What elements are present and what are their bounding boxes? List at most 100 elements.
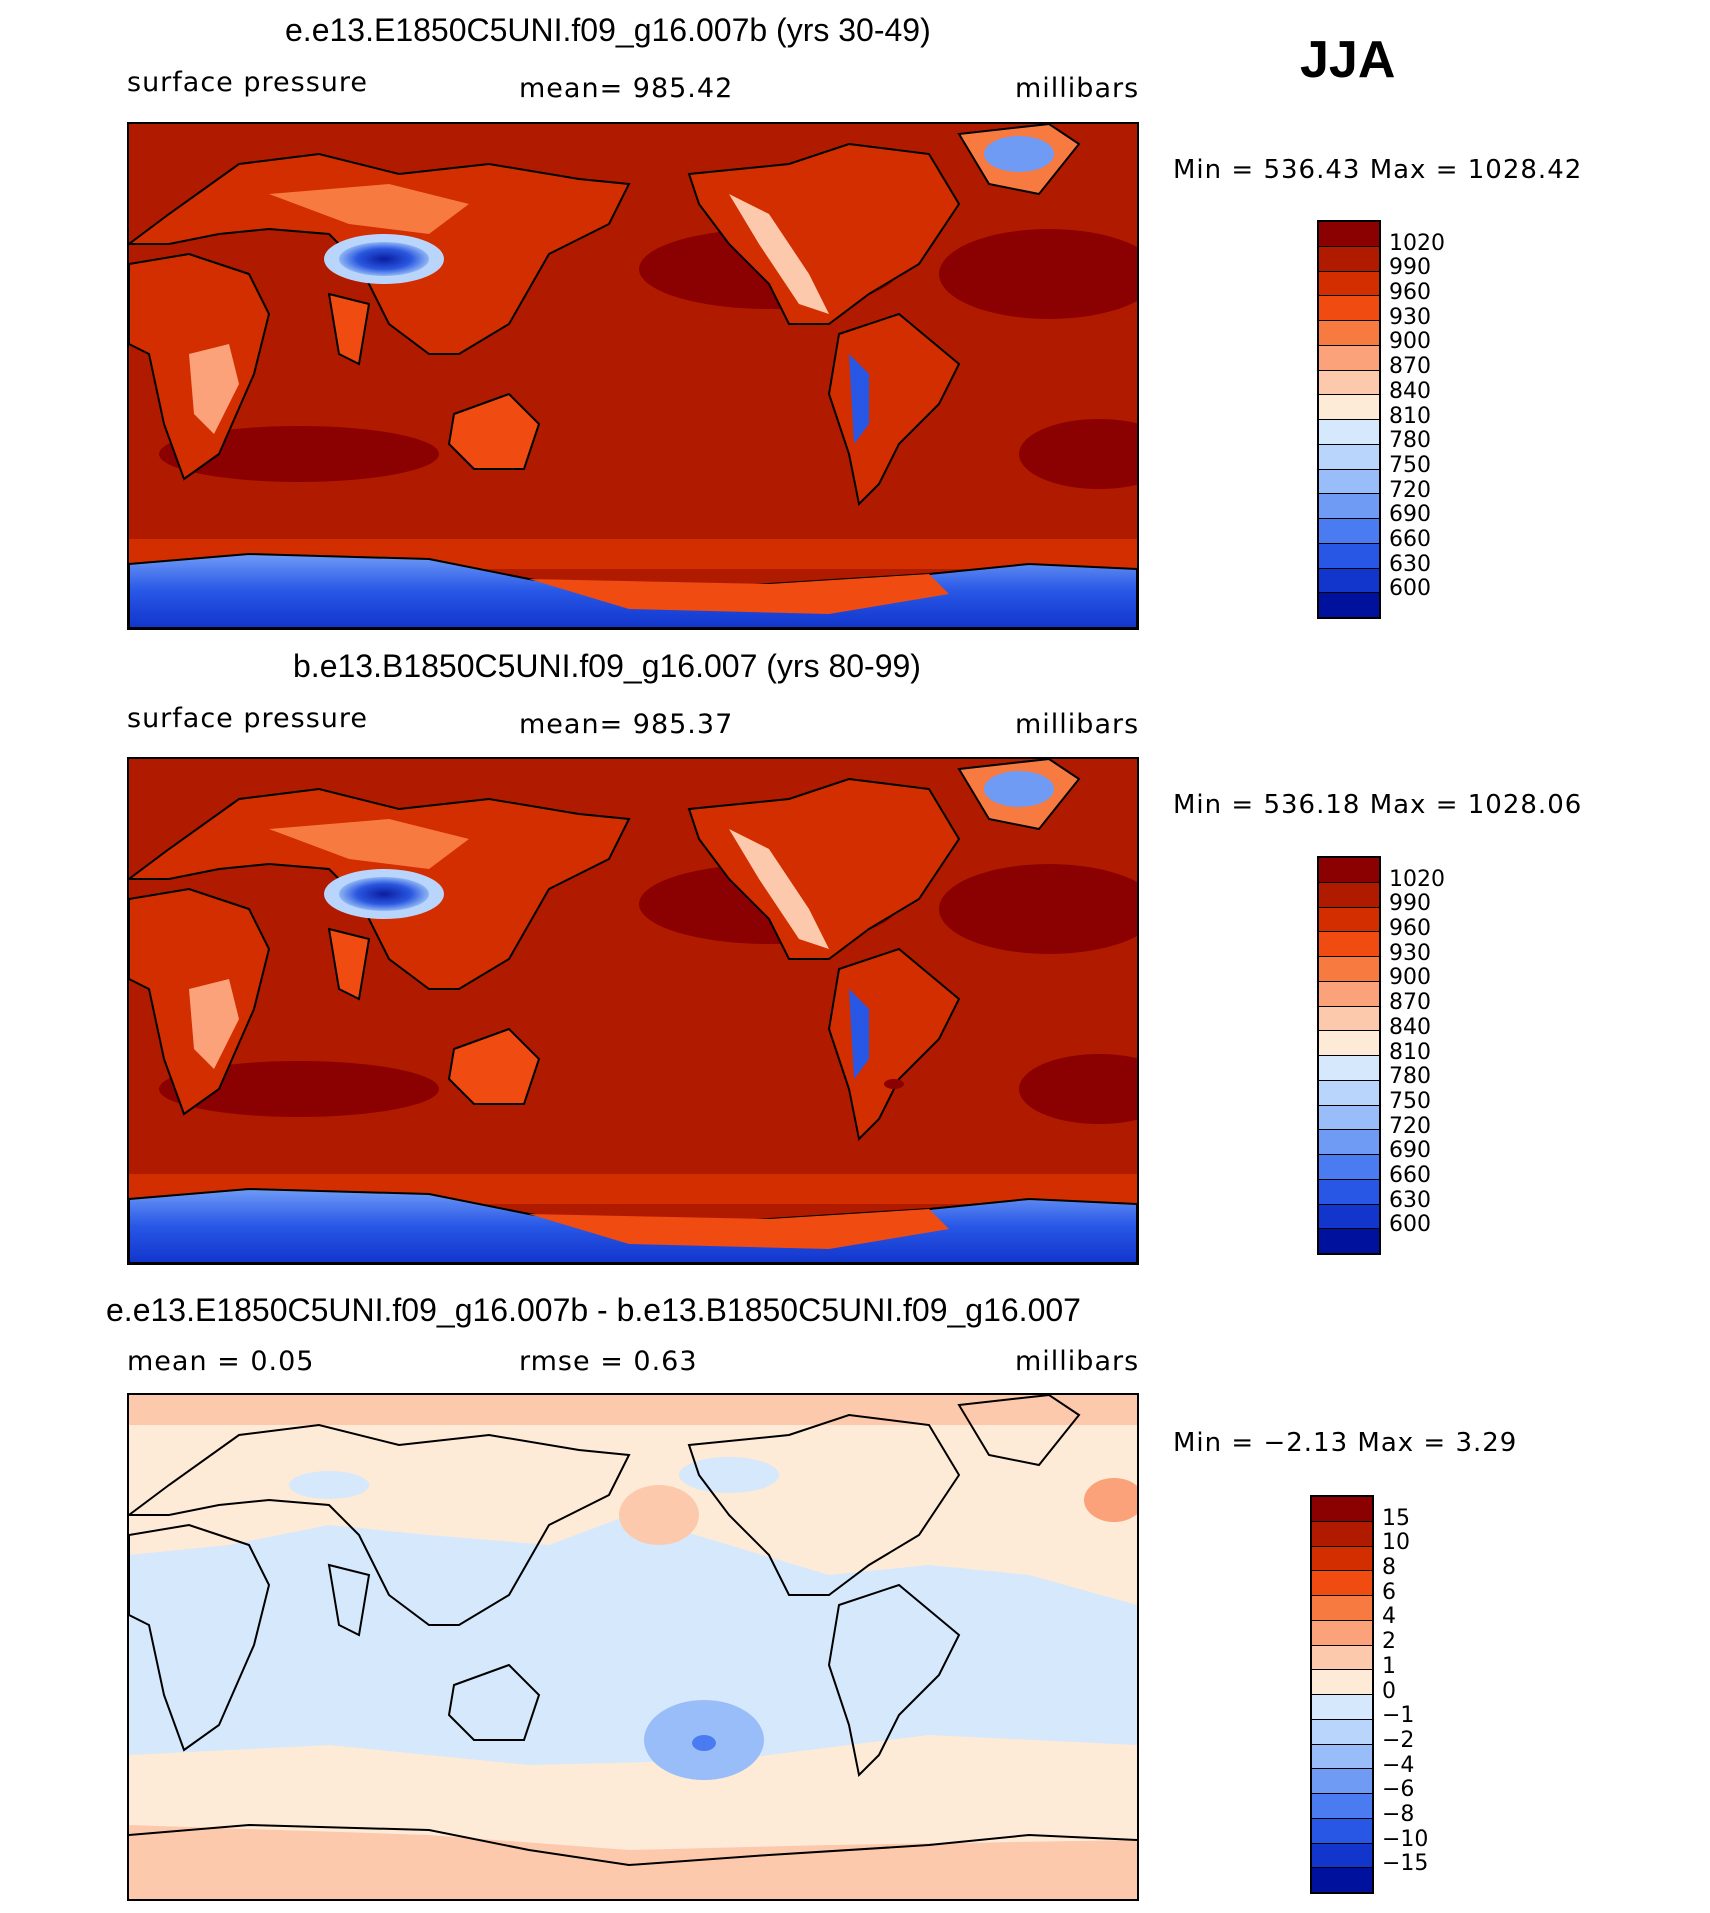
colorbar-swatch [1312,1497,1372,1522]
colorbar-label: 660 [1389,526,1431,552]
colorbar-label: 10 [1382,1530,1410,1556]
panel1-title: e.e13.E1850C5UNI.f09_g16.007b (yrs 30-49… [285,12,931,48]
colorbar-swatch [1312,1645,1372,1671]
colorbar-label: 1020 [1389,230,1445,256]
colorbar-label: 690 [1389,1138,1431,1164]
panel2-colorbar [1317,856,1381,1255]
panel3-colorbar [1310,1495,1374,1894]
colorbar-swatch [1312,1596,1372,1621]
colorbar-swatch [1319,1006,1379,1032]
panel2-variable: surface pressure [127,703,368,734]
colorbar-swatch [1312,1843,1372,1869]
colorbar-label: 1020 [1389,866,1445,892]
greenland-outline [957,1395,1081,1467]
colorbar-swatch [1319,345,1379,371]
europe-positive [1084,1478,1137,1522]
colorbar-label: 870 [1389,990,1431,1016]
colorbar-swatch [1319,420,1379,445]
africa-highland-shading [189,979,239,1069]
colorbar-label: 690 [1389,502,1431,528]
colorbar-swatch [1319,932,1379,957]
colorbar-swatch [1319,1105,1379,1131]
colorbar-swatch [1319,321,1379,346]
colorbar-swatch [1312,1744,1372,1770]
north-america-land [687,142,961,325]
colorbar-swatch [1312,1794,1372,1819]
colorbar-label: 630 [1389,551,1431,577]
colorbar-label: 720 [1389,1113,1431,1139]
colorbar-swatch [1319,519,1379,544]
colorbar-label: −6 [1382,1777,1415,1803]
azores-high [939,229,1137,319]
colorbar-label: 1 [1382,1653,1396,1679]
south-america-land [827,312,961,507]
colorbar-label: −2 [1382,1727,1415,1753]
panel1-map-svg [129,124,1137,628]
panel3-minmax: Min = −2.13 Max = 3.29 [1173,1428,1518,1458]
greenland-low [984,771,1054,807]
colorbar-swatch [1319,1080,1379,1106]
colorbar-label: 780 [1389,1064,1431,1090]
panel1-mean: mean= 985.42 [519,73,734,104]
panel3-map-svg [129,1395,1137,1899]
colorbar-swatch [1312,1818,1372,1844]
colorbar-swatch [1319,370,1379,396]
colorbar-label: 810 [1389,403,1431,429]
panel1-units: millibars [1015,73,1140,104]
india-land [327,292,371,366]
colorbar-swatch [1319,957,1379,982]
colorbar-swatch [1319,1031,1379,1056]
colorbar-swatch [1312,1620,1372,1646]
colorbar-swatch [1319,222,1379,247]
colorbar-swatch [1319,1179,1379,1205]
colorbar-swatch [1319,981,1379,1007]
tibet-low [339,242,429,276]
colorbar-label: 0 [1382,1678,1396,1704]
colorbar-swatch [1319,246,1379,272]
panel2-map [127,757,1139,1265]
colorbar-label: −8 [1382,1801,1415,1827]
panel2-title: b.e13.B1850C5UNI.f09_g16.007 (yrs 80-99) [293,648,921,684]
azores-high [939,864,1137,954]
panel3-title: e.e13.E1850C5UNI.f09_g16.007b - b.e13.B1… [106,1292,1081,1328]
colorbar-swatch [1312,1546,1372,1572]
panel2-minmax: Min = 536.18 Max = 1028.06 [1173,790,1583,820]
colorbar-label: 840 [1389,378,1431,404]
north-america-land [687,777,961,960]
colorbar-label: −15 [1382,1851,1429,1877]
panel3-units: millibars [1015,1346,1140,1377]
colorbar-label: 750 [1389,452,1431,478]
indian-ocean-high [159,1061,439,1117]
south-america-land [827,947,961,1142]
colorbar-label: 750 [1389,1088,1431,1114]
colorbar-swatch [1319,469,1379,495]
panel2-units: millibars [1015,709,1140,740]
panel2-mean: mean= 985.37 [519,709,734,740]
south-atlantic-high [1019,1054,1137,1124]
colorbar-label: 630 [1389,1187,1431,1213]
colorbar-swatch [1319,1056,1379,1081]
colorbar-label: 780 [1389,428,1431,454]
colorbar-label: 720 [1389,477,1431,503]
colorbar-label: 600 [1389,576,1431,602]
panel3-rmse: rmse = 0.63 [519,1346,698,1377]
colorbar-label: −1 [1382,1703,1415,1729]
colorbar-swatch [1312,1670,1372,1695]
antarctic-positive-band [129,1825,1137,1899]
coastlines [129,1395,1137,1867]
south-pacific-negative-core [692,1735,716,1751]
colorbar-label: 960 [1389,280,1431,306]
panel1-minmax: Min = 536.43 Max = 1028.42 [1173,155,1583,185]
colorbar-label: 660 [1389,1162,1431,1188]
africa-highland-shading [189,344,239,434]
colorbar-label: 990 [1389,891,1431,917]
colorbar-label: 840 [1389,1014,1431,1040]
panel1-variable: surface pressure [127,67,368,98]
panel3-map [127,1393,1139,1901]
south-atlantic-high [1019,419,1137,489]
eurasia-outline [129,1423,631,1626]
colorbar-swatch [1319,593,1379,617]
colorbar-swatch [1319,1155,1379,1180]
colorbar-swatch [1319,1130,1379,1155]
tibet-low [339,877,429,911]
